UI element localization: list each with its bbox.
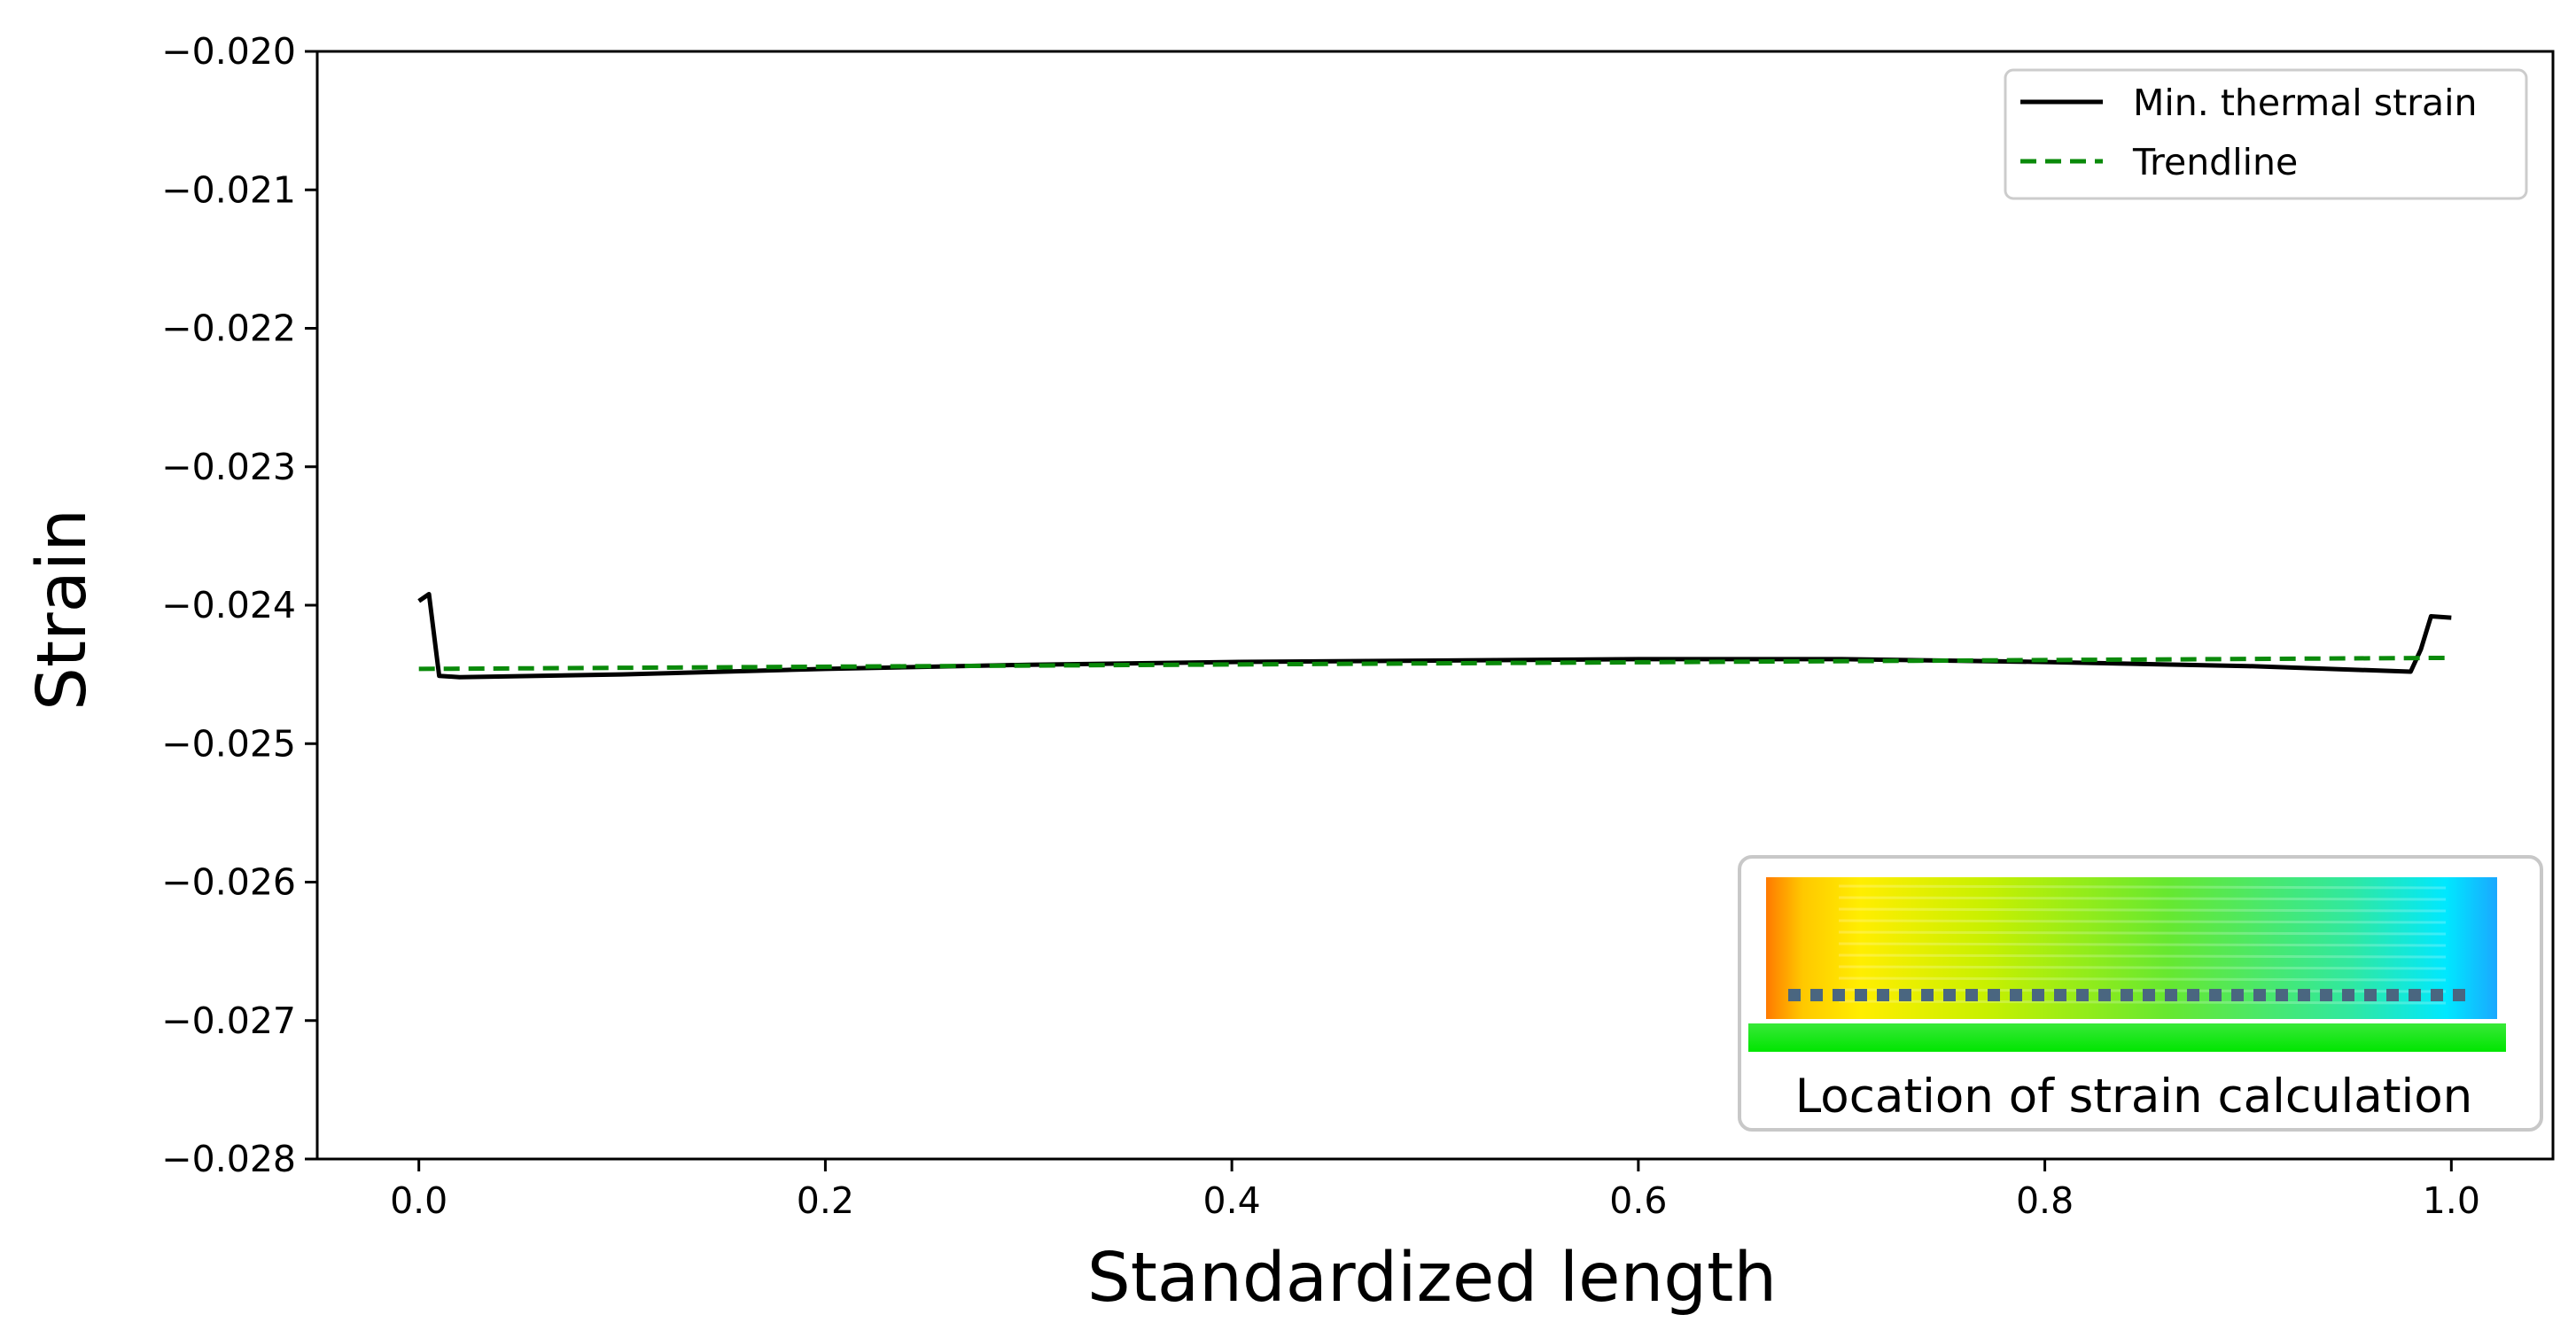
inset-base-plate [1748,1023,2506,1052]
inset-band [1838,965,2447,970]
inset-band [1838,976,2447,982]
legend-label-trendline: Trendline [2132,141,2298,183]
plot-lines [417,592,2452,680]
legend-label-min-thermal-strain: Min. thermal strain [2133,82,2478,124]
x-tick-label: 1.0 [2423,1179,2480,1222]
axis-ticks: 0.0 0.2 0.4 0.6 0.8 1.0 −0.020 −0.021 −0.022 −0.0… [161,30,2480,1222]
legend: Min. thermal strain Trendline [2004,68,2528,200]
inset-band [1838,919,2447,924]
y-tick-label: −0.024 [161,584,296,626]
inset-band [1838,1000,2447,1005]
series-line-min-thermal-strain [417,592,2452,680]
x-tick-label: 0.8 [2016,1179,2074,1222]
inset-band [1838,884,2447,890]
x-tick-label: 0.6 [1609,1179,1667,1222]
x-tick-label: 0.2 [797,1179,854,1222]
y-tick-label: −0.025 [161,722,296,765]
y-axis-label: Strain [23,509,102,711]
y-tick-label: −0.026 [161,861,296,904]
y-tick-label: −0.022 [161,307,296,350]
inset-caption: Location of strain calculation [1795,1070,2473,1124]
legend-box [2004,68,2528,200]
x-tick-label: 0.0 [390,1179,447,1222]
inset-band [1838,907,2447,913]
y-tick-label: −0.020 [161,30,296,73]
y-tick-label: −0.027 [161,1000,296,1042]
series-line-trendline [418,655,2452,672]
plot-frame [315,50,2555,1161]
y-tick-label: −0.023 [161,446,296,488]
y-tick-label: −0.021 [161,168,296,211]
inset-band [1838,942,2447,947]
inset-band [1838,896,2447,901]
inset-image: Location of strain calculation [1738,855,2543,1132]
x-axis-label: Standardized length [1087,1239,1777,1318]
y-tick-label: −0.028 [161,1138,296,1180]
inset-band [1838,930,2447,936]
x-tick-label: 0.4 [1203,1179,1261,1222]
inset-band [1838,953,2447,959]
